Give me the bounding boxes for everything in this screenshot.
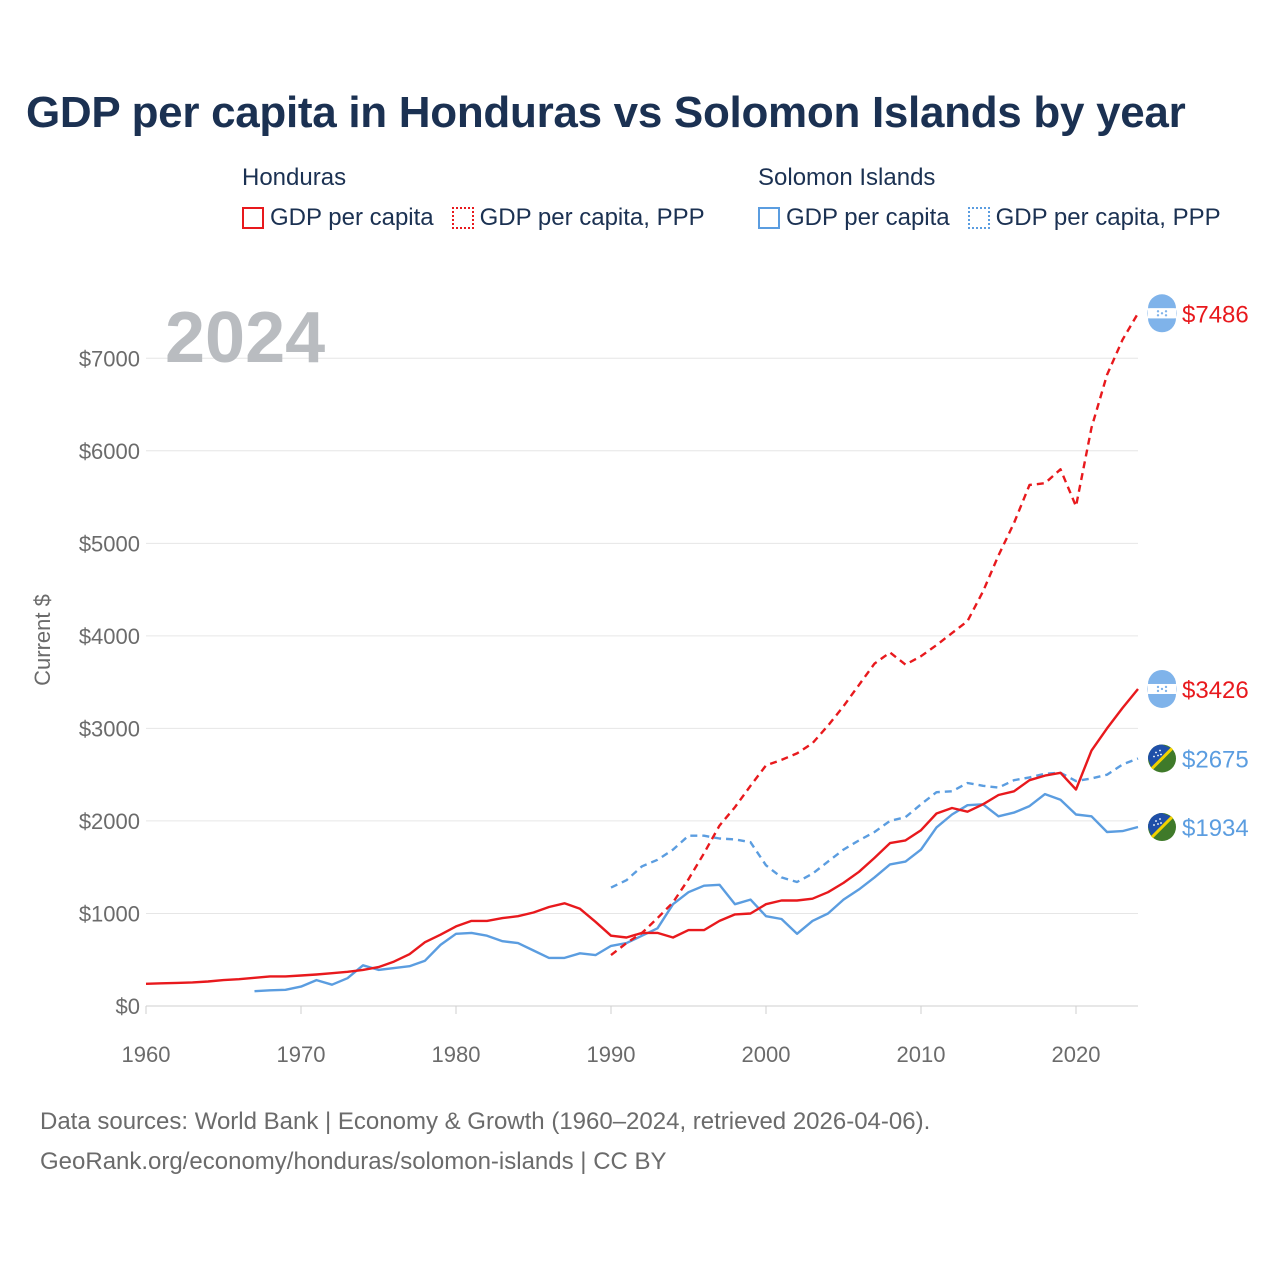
legend-swatch-dotted bbox=[451, 207, 474, 229]
legend-swatch-solid bbox=[242, 207, 264, 229]
legend-item-solomon-gdp-ppp[interactable]: GDP per capita, PPP bbox=[967, 204, 1221, 232]
legend-group-solomon-islands: Solomon Islands GDP per capita GDP per c… bbox=[758, 162, 1239, 232]
source-url[interactable]: GeoRank.org/economy/honduras/solomon-isl… bbox=[40, 1148, 667, 1175]
source-note: Data sources: World Bank | Economy & Gro… bbox=[40, 1108, 931, 1135]
legend-group-title: Honduras bbox=[242, 164, 347, 191]
honduras-flag-icon bbox=[1147, 669, 1177, 708]
honduras-flag-icon bbox=[1147, 294, 1177, 333]
end-value-label: $2675 bbox=[1182, 746, 1249, 773]
x-tick-label: 1980 bbox=[432, 1042, 481, 1067]
y-axis-title: Current $ bbox=[30, 594, 55, 686]
legend-group-title: Solomon Islands bbox=[758, 164, 936, 191]
legend-swatch-solid bbox=[758, 207, 780, 229]
end-value-label: $7486 bbox=[1182, 301, 1249, 328]
legend-label: GDP per capita bbox=[270, 204, 434, 231]
y-tick-label: $6000 bbox=[79, 439, 140, 464]
series-line-honduras-gdp-per-capita bbox=[145, 688, 1139, 985]
x-tick-label: 2000 bbox=[742, 1042, 791, 1067]
y-tick-label: $5000 bbox=[79, 531, 140, 556]
y-tick-label: $2000 bbox=[79, 809, 140, 834]
end-value-label: $3426 bbox=[1182, 677, 1249, 704]
legend-item-honduras-gdp[interactable]: GDP per capita bbox=[242, 204, 434, 232]
year-watermark: 2024 bbox=[165, 298, 325, 378]
series-line-solomon-islands-gdp-per-capita bbox=[254, 792, 1139, 993]
series-line-honduras-gdp-per-capita-ppp bbox=[610, 312, 1140, 957]
x-tick-label: 1970 bbox=[277, 1042, 326, 1067]
solomon-islands-flag-icon bbox=[1148, 744, 1176, 773]
y-tick-label: $7000 bbox=[79, 346, 140, 371]
y-tick-label: $4000 bbox=[79, 624, 140, 649]
x-tick-label: 1990 bbox=[587, 1042, 636, 1067]
series-line-solomon-islands-gdp-per-capita-ppp bbox=[610, 757, 1139, 889]
legend-swatch-dotted bbox=[967, 207, 990, 229]
legend-label: GDP per capita, PPP bbox=[479, 204, 705, 231]
y-tick-label: $1000 bbox=[79, 901, 140, 926]
solomon-islands-flag-icon bbox=[1148, 813, 1176, 842]
chart-title: GDP per capita in Honduras vs Solomon Is… bbox=[26, 88, 1186, 137]
y-tick-label: $3000 bbox=[79, 716, 140, 741]
end-value-label: $1934 bbox=[1182, 815, 1249, 842]
y-tick-label: $0 bbox=[116, 994, 140, 1019]
legend-item-solomon-gdp[interactable]: GDP per capita bbox=[758, 204, 950, 232]
legend-item-honduras-gdp-ppp[interactable]: GDP per capita, PPP bbox=[451, 204, 705, 232]
x-tick-label: 2010 bbox=[897, 1042, 946, 1067]
x-tick-label: 2020 bbox=[1052, 1042, 1101, 1067]
x-tick-label: 1960 bbox=[122, 1042, 171, 1067]
legend-label: GDP per capita, PPP bbox=[995, 204, 1221, 231]
legend-group-honduras: Honduras GDP per capita GDP per capita, … bbox=[242, 162, 723, 232]
legend-label: GDP per capita bbox=[786, 204, 950, 231]
